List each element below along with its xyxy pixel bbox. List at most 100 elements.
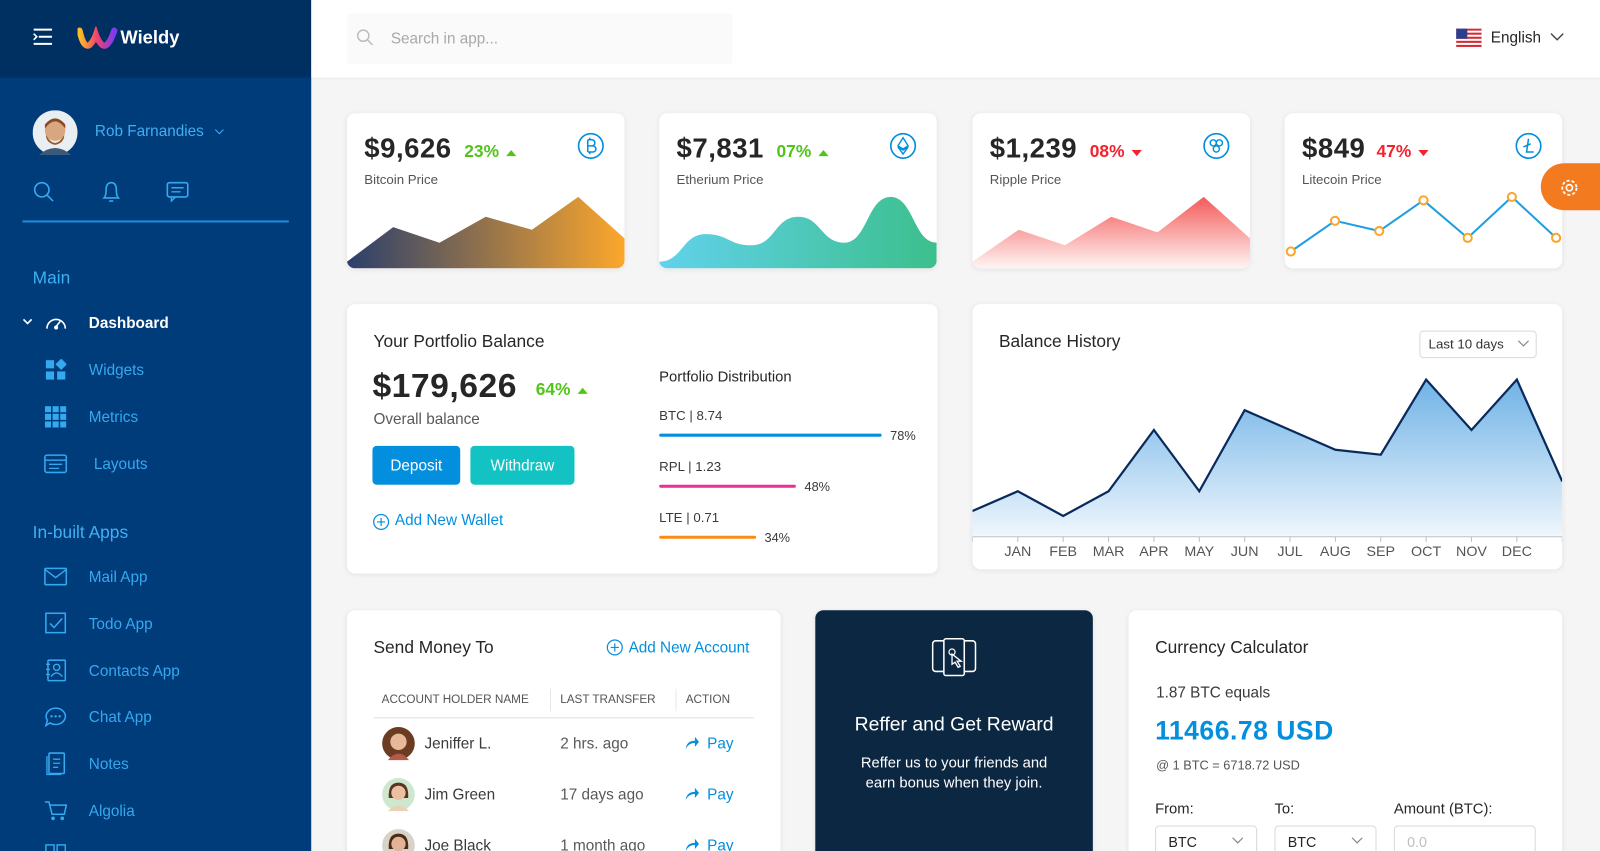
rect-shape <box>56 844 67 851</box>
menu-item[interactable]: Contacts App <box>88 662 180 681</box>
path-shape <box>44 459 67 470</box>
logo-mark <box>77 26 118 49</box>
sparkline-point <box>1329 215 1341 226</box>
rect-shape <box>45 844 55 851</box>
rect-shape <box>943 638 966 677</box>
menu-item[interactable]: Metrics <box>88 408 139 427</box>
path-shape <box>1232 837 1244 844</box>
menu-item[interactable]: Mail App <box>88 568 148 587</box>
distribution-bar <box>659 433 883 437</box>
path-shape <box>46 194 54 202</box>
rect-shape <box>60 406 67 413</box>
rect-shape <box>44 454 68 474</box>
settings-tab[interactable] <box>1540 163 1600 211</box>
menu-item[interactable]: Notes <box>88 755 129 773</box>
sidebar-divider <box>22 220 289 223</box>
deposit-button[interactable]: Deposit <box>372 445 461 485</box>
distribution-title: Portfolio Distribution <box>659 369 792 386</box>
sparkline-point <box>1418 195 1429 206</box>
from-value[interactable]: BTC <box>1168 833 1197 850</box>
add-wallet-link[interactable]: Add New Wallet <box>394 511 504 530</box>
x-tick-label: OCT <box>1411 544 1441 560</box>
price: $849 <box>1302 133 1366 164</box>
circle-shape <box>391 785 406 800</box>
price-label: Etherium Price <box>676 171 764 188</box>
menu-item[interactable]: Widgets <box>88 361 145 380</box>
menu-item[interactable]: Todo App <box>88 615 153 634</box>
rect-shape <box>1456 36 1482 39</box>
distribution-bar <box>659 484 797 488</box>
menu-item[interactable]: Layouts <box>93 455 148 473</box>
search-box[interactable] <box>346 13 733 65</box>
circle-shape <box>948 648 956 656</box>
notes-icon <box>46 752 66 776</box>
circle-shape <box>1215 139 1224 147</box>
section-title: In-built Apps <box>32 522 129 542</box>
coin-icon <box>889 132 917 159</box>
pay-link[interactable]: Pay <box>707 837 734 851</box>
history-line <box>972 377 1563 518</box>
rect-shape <box>166 181 189 198</box>
g-shape <box>44 406 67 428</box>
to-select[interactable] <box>1274 825 1377 851</box>
circle-shape <box>44 120 66 141</box>
notification-icon[interactable] <box>100 180 122 204</box>
search-icon[interactable] <box>33 181 55 203</box>
user-avatar[interactable] <box>32 110 78 156</box>
distribution-bar <box>659 535 757 539</box>
sparkline-point <box>1285 246 1296 257</box>
menu-item[interactable]: Chat App <box>88 708 152 727</box>
search-icon <box>356 29 373 46</box>
x-tick-label: DEC <box>1502 544 1532 560</box>
card-title: Currency Calculator <box>1155 637 1309 658</box>
x-tick-label: FEB <box>1049 544 1077 560</box>
select-caret <box>1351 837 1363 844</box>
path-shape <box>45 134 65 145</box>
withdraw-button[interactable]: Withdraw <box>470 445 575 485</box>
range-select[interactable] <box>1419 330 1537 359</box>
pay-link[interactable]: Pay <box>707 735 734 753</box>
widgets-icon <box>45 359 67 380</box>
circle-shape <box>1561 179 1578 196</box>
menu-item-active[interactable]: Dashboard <box>88 314 169 333</box>
result: 11466.78 USD <box>1155 714 1334 746</box>
message-icon[interactable] <box>165 181 189 203</box>
price-label: Ripple Price <box>989 171 1062 188</box>
balance-history-card: JAN FEB MAR APR MAY JUN JUL AUG SEP OCT NOV DEC Bal… <box>972 304 1563 570</box>
distribution-percent: 34% <box>764 530 791 545</box>
path-shape <box>46 318 67 329</box>
user-caret <box>214 129 224 135</box>
coin-icon <box>1203 132 1230 159</box>
account-name: Jeniffer L. <box>424 735 492 753</box>
pay-link[interactable]: Pay <box>707 786 734 804</box>
language-caret <box>1550 33 1564 41</box>
range-value[interactable]: Last 10 days <box>1428 336 1504 352</box>
balance-subtitle: Overall balance <box>373 410 480 429</box>
path-shape <box>951 652 964 669</box>
user-name[interactable]: Rob Farnandies <box>94 122 204 141</box>
amount-input[interactable] <box>1393 825 1536 851</box>
path-shape <box>44 118 66 129</box>
rect-shape <box>52 413 59 420</box>
price: $9,626 <box>364 133 452 164</box>
settings-icon[interactable] <box>1558 177 1580 199</box>
column-divider <box>675 688 677 712</box>
search-placeholder: Search in app... <box>390 30 499 48</box>
menu-item[interactable]: Algolia <box>88 802 135 820</box>
reward-card: Reffer and Get Reward Reffer us to your … <box>815 610 1093 851</box>
circle-shape <box>51 816 55 821</box>
add-account-link[interactable]: Add New Account <box>628 639 750 657</box>
portfolio-card: Your Portfolio Balance $179,626 64% Over… <box>346 304 938 574</box>
path-shape <box>685 787 699 800</box>
column-divider <box>549 688 552 712</box>
menu-toggle[interactable] <box>31 27 55 47</box>
reward-title: Reffer and Get Reward <box>854 714 1054 736</box>
rect-shape <box>47 659 67 682</box>
path-shape <box>33 33 38 41</box>
chat-icon <box>44 707 67 728</box>
add-icon <box>373 513 390 530</box>
amount-placeholder: 0.0 <box>1407 833 1427 850</box>
from-select[interactable] <box>1155 825 1258 851</box>
language[interactable]: English <box>1490 29 1542 47</box>
to-value[interactable]: BTC <box>1287 833 1317 850</box>
